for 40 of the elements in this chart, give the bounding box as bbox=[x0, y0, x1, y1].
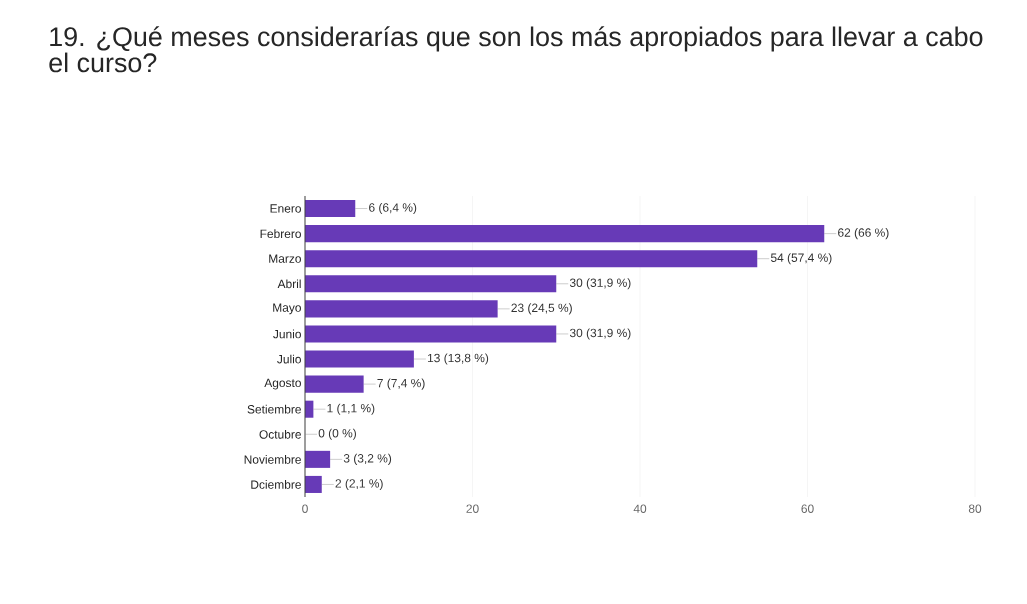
y-tick-label: Dciembre bbox=[251, 480, 301, 489]
x-tick-label: 20 bbox=[466, 504, 479, 513]
y-tick-label: Junio bbox=[273, 329, 301, 339]
data-label: 30 (31,9 %) bbox=[569, 328, 631, 340]
bar bbox=[305, 375, 364, 393]
y-tick-label: Setiembre bbox=[247, 404, 301, 414]
data-label: 13 (13,8 %) bbox=[427, 353, 489, 365]
y-tick-label: Enero bbox=[270, 204, 301, 213]
data-label: 2 (2,1 %) bbox=[335, 478, 383, 491]
data-label: 62 (66 %) bbox=[838, 228, 889, 240]
data-label: 1 (1,1 %) bbox=[327, 403, 375, 415]
y-tick-label: Noviembre bbox=[244, 454, 301, 464]
chart-title: 19. ¿Qué meses considerarías que son los más apropiados para llevar a cabo el curso? bbox=[49, 26, 983, 73]
x-tick-label: 80 bbox=[968, 504, 982, 513]
x-tick-label: 60 bbox=[801, 504, 814, 513]
data-label: 54 (57,4 %) bbox=[770, 253, 832, 265]
x-tick-label: 0 bbox=[302, 504, 308, 513]
bar bbox=[305, 225, 825, 243]
bar bbox=[305, 475, 322, 493]
bar bbox=[305, 250, 758, 268]
bar bbox=[305, 275, 557, 293]
y-tick-label: Julio bbox=[277, 354, 301, 364]
bar bbox=[305, 325, 557, 343]
data-label: 7 (7,4 %) bbox=[377, 378, 425, 390]
y-tick-label: Febrero bbox=[260, 229, 301, 238]
bar bbox=[305, 300, 498, 318]
y-tick-label: Mayo bbox=[273, 303, 301, 315]
y-tick-label: Octubre bbox=[259, 429, 301, 439]
bar bbox=[305, 450, 331, 468]
data-label: 6 (6,4 %) bbox=[369, 202, 417, 215]
x-tick-label: 40 bbox=[633, 504, 647, 513]
data-label: 23 (24,5 %) bbox=[511, 303, 572, 315]
data-label: 30 (31,9 %) bbox=[569, 278, 631, 290]
data-label: 3 (3,2 %) bbox=[343, 453, 392, 465]
bar bbox=[305, 200, 356, 218]
bar bbox=[305, 350, 414, 368]
y-tick-label: Agosto bbox=[264, 378, 301, 390]
y-tick-label: Marzo bbox=[269, 254, 301, 263]
data-label: 0 (0 %) bbox=[318, 428, 356, 440]
y-tick-label: Abril bbox=[277, 279, 301, 289]
